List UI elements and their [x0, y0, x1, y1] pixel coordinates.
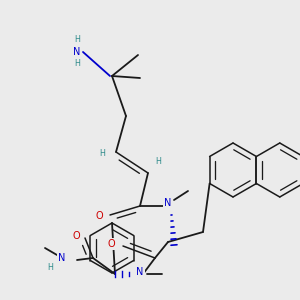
Text: N: N	[73, 47, 81, 57]
Text: H: H	[155, 158, 161, 166]
Text: N: N	[136, 267, 144, 277]
Text: N: N	[58, 253, 66, 263]
Text: H: H	[99, 149, 105, 158]
Text: H: H	[74, 59, 80, 68]
Text: N: N	[164, 198, 172, 208]
Text: H: H	[74, 35, 80, 44]
Text: O: O	[95, 211, 103, 221]
Text: O: O	[72, 231, 80, 241]
Text: O: O	[107, 239, 115, 249]
Text: H: H	[47, 263, 53, 272]
